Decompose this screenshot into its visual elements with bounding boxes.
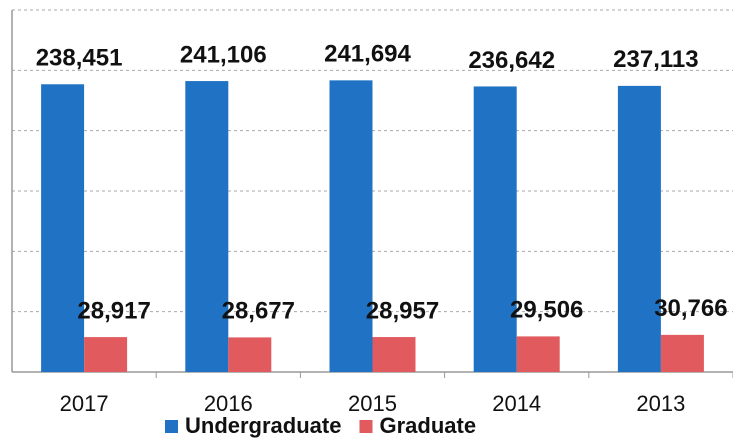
legend-label: Undergraduate: [185, 413, 341, 438]
x-tick-label: 2016: [204, 391, 253, 416]
data-label: 30,766: [654, 295, 727, 322]
bar: [228, 337, 272, 372]
x-tick-label: 2013: [636, 391, 685, 416]
bar: [372, 337, 416, 372]
bar: [84, 337, 128, 372]
bar: [185, 81, 229, 372]
legend-label: Graduate: [379, 413, 476, 438]
data-label: 236,642: [468, 47, 555, 74]
data-label: 241,106: [180, 41, 267, 68]
data-label: 28,677: [222, 298, 295, 325]
x-tick-label: 2017: [60, 391, 109, 416]
bar: [41, 84, 85, 372]
x-tick-label: 2015: [348, 391, 397, 416]
bar: [516, 336, 560, 372]
bar: [617, 85, 661, 373]
data-label: 238,451: [36, 45, 123, 72]
x-tick-label: 2014: [492, 391, 541, 416]
data-label: 28,957: [366, 297, 439, 324]
bar: [473, 86, 517, 372]
data-label: 237,113: [613, 46, 698, 73]
data-label: 28,917: [77, 297, 150, 324]
data-label: 241,694: [324, 41, 411, 68]
bar: [329, 80, 373, 373]
bar: [660, 334, 704, 372]
legend-swatch: [359, 420, 373, 433]
data-label: 29,506: [510, 297, 583, 324]
legend-swatch: [165, 420, 178, 433]
